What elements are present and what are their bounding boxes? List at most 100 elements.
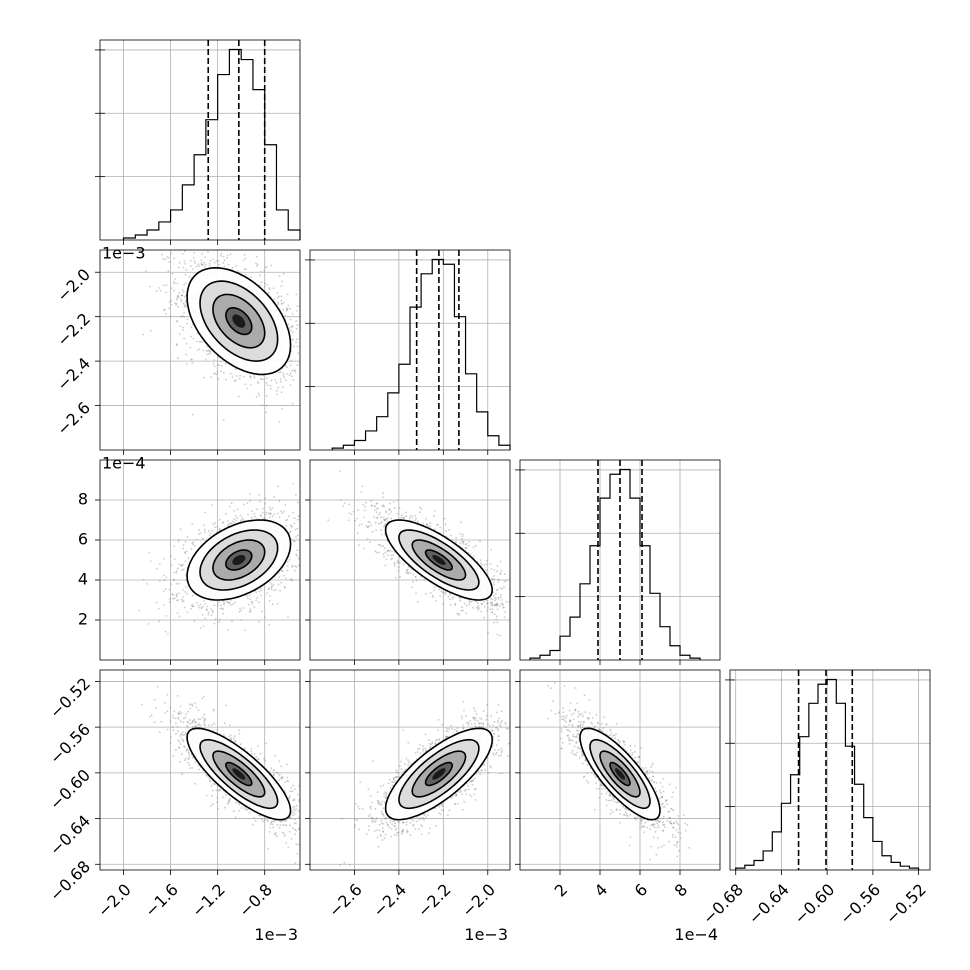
sample-point (290, 360, 293, 362)
sample-point (259, 500, 261, 503)
sample-point (238, 377, 241, 380)
sample-point (251, 600, 254, 603)
sample-point (496, 604, 499, 607)
sample-point (159, 289, 162, 292)
sample-point (181, 252, 184, 255)
sample-point (215, 260, 218, 262)
sample-point (192, 541, 195, 543)
sample-point (207, 611, 210, 614)
sample-point (250, 601, 253, 604)
sample-point (233, 521, 236, 524)
sample-point (170, 555, 172, 558)
sample-point (265, 382, 268, 384)
sample-point (197, 263, 200, 266)
sample-point (177, 305, 179, 308)
sample-point (280, 581, 283, 584)
sample-point (269, 512, 272, 515)
sample-point (170, 564, 173, 566)
sample-point (238, 395, 240, 398)
sample-point (392, 500, 395, 503)
sample-point (228, 523, 231, 525)
sample-point (184, 301, 187, 304)
sample-point (218, 364, 221, 367)
sample-point (146, 583, 148, 585)
sample-point (293, 540, 295, 542)
sample-point (218, 621, 221, 623)
sample-point (202, 605, 204, 608)
sample-point (397, 566, 400, 569)
sample-point (363, 547, 366, 550)
sample-point (236, 517, 238, 519)
sample-point (472, 546, 475, 548)
sample-point (168, 588, 171, 591)
sample-point (176, 295, 179, 298)
sample-point (490, 602, 492, 604)
sample-point (291, 326, 293, 329)
sample-point (209, 259, 212, 262)
sample-point (231, 620, 233, 622)
sample-point (260, 270, 262, 273)
sample-point (195, 602, 198, 604)
histogram-panel-p1 (99, 39, 301, 241)
sample-point (270, 588, 273, 591)
sample-point (302, 296, 304, 298)
sample-point (304, 333, 306, 335)
sample-point (175, 320, 178, 323)
sample-point (149, 329, 152, 332)
sample-point (207, 613, 210, 616)
sample-point (204, 263, 207, 266)
sample-point (305, 551, 307, 553)
sample-point (210, 243, 212, 245)
sample-point (333, 353, 335, 355)
sample-point (442, 603, 445, 605)
sample-point (182, 589, 184, 591)
sample-point (256, 265, 258, 267)
sample-point (295, 310, 298, 312)
sample-point (266, 377, 268, 379)
sample-point (211, 610, 214, 612)
sample-point (189, 259, 192, 262)
sample-point (172, 597, 174, 600)
sample-point (223, 259, 226, 261)
sample-point (202, 537, 204, 540)
sample-point (219, 607, 222, 610)
sample-point (277, 303, 279, 305)
sample-point (462, 609, 464, 612)
sample-point (222, 261, 225, 264)
sample-point (414, 576, 417, 578)
sample-point (376, 516, 378, 519)
sample-point (176, 343, 178, 345)
sample-point (277, 295, 280, 298)
sample-point (184, 273, 187, 276)
sample-point (183, 283, 186, 286)
sample-point (272, 287, 275, 290)
sample-point (181, 294, 183, 297)
sample-point (374, 550, 377, 553)
sample-point (212, 362, 215, 365)
sample-point (226, 256, 228, 259)
sample-point (464, 602, 466, 605)
sample-point (406, 570, 409, 573)
sample-point (203, 376, 206, 379)
sample-point (163, 603, 166, 606)
sample-point (171, 272, 174, 275)
sample-point (402, 563, 405, 566)
sample-point (183, 337, 186, 340)
sample-point (512, 593, 514, 595)
sample-point (465, 546, 468, 549)
contour-line (225, 549, 253, 571)
sample-point (347, 519, 350, 522)
sample-point (412, 580, 415, 583)
sample-point (168, 261, 171, 263)
sample-point (286, 373, 289, 375)
sample-point (290, 329, 292, 332)
sample-point (175, 344, 178, 347)
sample-point (215, 373, 218, 376)
sample-point (439, 526, 442, 529)
sample-point (184, 573, 187, 576)
sample-point (248, 603, 250, 606)
sample-point (181, 315, 184, 317)
sample-point (280, 285, 282, 288)
sample-point (285, 379, 287, 382)
sample-point (200, 607, 203, 609)
